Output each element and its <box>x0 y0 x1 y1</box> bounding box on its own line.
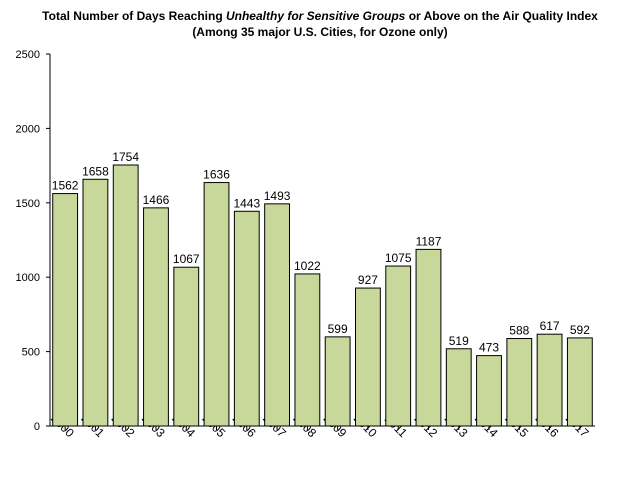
chart-title-line1: Total Number of Days Reaching Unhealthy … <box>0 8 640 24</box>
data-label-2012: 1187 <box>416 234 442 248</box>
data-label-2001: 1658 <box>82 164 109 178</box>
bar-2008 <box>294 273 321 427</box>
data-label-2009: 599 <box>328 322 348 336</box>
y-tick-label: 2500 <box>16 49 40 61</box>
bar-2011 <box>385 265 412 427</box>
data-label-2007: 1493 <box>264 189 291 203</box>
y-tick-label: 2000 <box>16 123 40 135</box>
y-tick-label: 500 <box>22 347 40 359</box>
bar-series <box>52 164 593 427</box>
bar-2006 <box>233 210 260 427</box>
bar-2014 <box>476 355 502 427</box>
bar-2015 <box>506 338 533 427</box>
bar-2000 <box>52 193 79 427</box>
y-tick-label: 0 <box>34 421 40 433</box>
data-label-2016: 617 <box>540 319 560 333</box>
data-label-2011: 1075 <box>385 251 412 265</box>
bar-2007 <box>264 203 291 427</box>
bar-2003 <box>143 207 169 427</box>
title-suffix: or Above on the Air Quality Index <box>405 9 598 23</box>
data-label-2000: 1562 <box>52 179 79 193</box>
bar-2012 <box>415 248 442 427</box>
data-label-2002: 1754 <box>112 150 139 164</box>
y-axis: 0 500 1000 1500 2000 2500 <box>16 49 51 433</box>
title-prefix: Total Number of Days Reaching <box>42 9 226 23</box>
bar-2004 <box>173 266 200 427</box>
bar-2010 <box>355 287 381 427</box>
bar-2017 <box>566 337 593 427</box>
y-tick-label: 1000 <box>16 272 40 284</box>
bar-2016 <box>536 333 563 427</box>
data-label-2004: 1067 <box>173 252 200 266</box>
data-label-2006: 1443 <box>233 196 260 210</box>
data-label-2008: 1022 <box>294 259 321 273</box>
data-label-2014: 473 <box>479 341 499 355</box>
chart-title: Total Number of Days Reaching Unhealthy … <box>0 8 640 40</box>
bar-2013 <box>445 348 472 427</box>
data-label-2015: 588 <box>509 324 529 338</box>
data-label-2003: 1466 <box>143 193 170 207</box>
data-label-2005: 1636 <box>203 168 230 182</box>
data-label-2010: 927 <box>358 273 378 287</box>
data-label-2013: 519 <box>449 334 469 348</box>
data-label-2017: 592 <box>570 323 590 337</box>
bar-2009 <box>324 336 351 427</box>
bar-2001 <box>82 178 109 427</box>
chart-subtitle: (Among 35 major U.S. Cities, for Ozone o… <box>192 25 448 39</box>
bar-2005 <box>203 182 230 427</box>
bar-2002 <box>112 164 139 427</box>
y-tick-label: 1500 <box>16 198 40 210</box>
title-emphasis: Unhealthy for Sensitive Groups <box>225 9 406 23</box>
